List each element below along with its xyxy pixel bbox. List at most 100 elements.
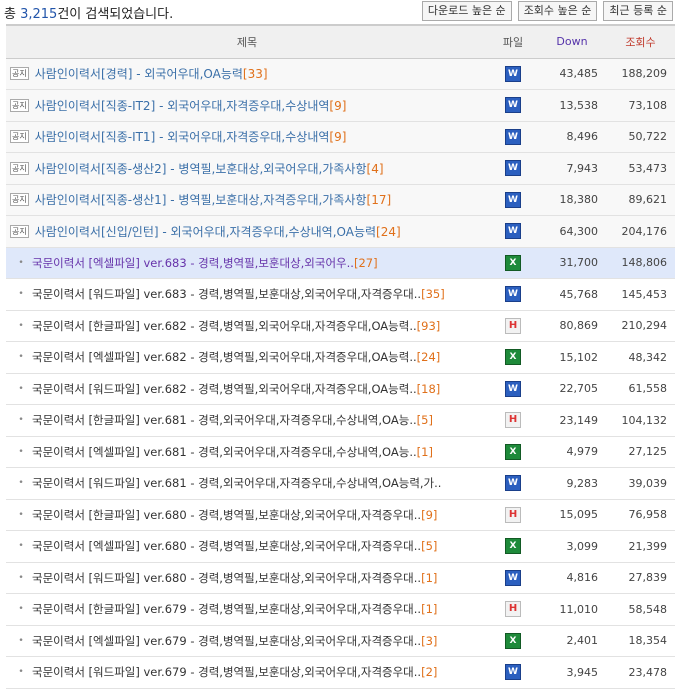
row-title[interactable]: 국문이력서 [워드파일] ver.683 - 경력,병역필,보훈대상,외국어우대… [32, 287, 422, 302]
column-down[interactable]: Down [538, 24, 606, 59]
comment-count: [27] [353, 255, 378, 270]
row-title[interactable]: 국문이력서 [엑셀파일] ver.679 - 경력,병역필,보훈대상,외국어우대… [32, 633, 422, 648]
word-file-icon[interactable]: W [505, 128, 521, 145]
table-row[interactable]: • 국문이력서 [워드파일] ver.679 - 경력,병역필,보훈대상,외국어우… [6, 657, 675, 688]
word-file-icon[interactable]: W [505, 664, 521, 681]
row-title-link[interactable]: 국문이력서 [엑셀파일] ver.682 - 경력,병역필,외국어우대,자격증우… [32, 350, 440, 364]
row-title[interactable]: 국문이력서 [엑셀파일] ver.682 - 경력,병역필,외국어우대,자격증우… [32, 350, 417, 365]
table-row[interactable]: • 국문이력서 [워드파일] ver.683 - 경력,병역필,보훈대상,외국어우… [6, 279, 675, 310]
row-title-link[interactable]: 국문이력서 [한글파일] ver.682 - 경력,병역필,외국어우대,자격증우… [32, 319, 440, 333]
table-row[interactable]: 공지 사람인이력서[직종-IT1] - 외국어우대,자격증우대,수상내역[9] W 8… [6, 121, 675, 153]
table-row[interactable]: • 국문이력서 [한글파일] ver.680 - 경력,병역필,보훈대상,외국어우… [6, 499, 675, 531]
row-title-link[interactable]: 국문이력서 [엑셀파일] ver.681 - 경력,외국어우대,자격증우대,수상… [32, 445, 433, 459]
comment-count: [4] [366, 161, 384, 176]
row-title[interactable]: 사람인이력서[경력] - 외국어우대,OA능력 [34, 67, 243, 82]
row-title[interactable]: 국문이력서 [한글파일] ver.679 - 경력,병역필,보훈대상,외국어우대… [32, 602, 422, 617]
row-title-link[interactable]: 국문이력서 [엑셀파일] ver.679 - 경력,병역필,보훈대상,외국어우대… [32, 634, 437, 648]
table-row[interactable]: • 국문이력서 [엑셀파일] ver.682 - 경력,병역필,외국어우대,자격증… [6, 342, 675, 373]
row-title[interactable]: 사람인이력서[직종-IT2] - 외국어우대,자격증우대,수상내역 [34, 98, 330, 113]
table-row[interactable]: • 국문이력서 [워드파일] ver.680 - 경력,병역필,보훈대상,외국어우… [6, 562, 675, 594]
hwp-file-icon[interactable]: H [505, 317, 521, 334]
excel-file-icon[interactable]: X [505, 538, 521, 555]
download-count: 23,149 [559, 413, 599, 427]
row-title[interactable]: 국문이력서 [한글파일] ver.681 - 경력,외국어우대,자격증우대,수상… [32, 413, 417, 428]
comment-count: [1] [416, 444, 433, 459]
row-title[interactable]: 사람인이력서[직종-IT1] - 외국어우대,자격증우대,수상내역 [34, 130, 330, 145]
row-title-link[interactable]: 국문이력서 [워드파일] ver.683 - 경력,병역필,보훈대상,외국어우대… [32, 287, 445, 301]
column-views[interactable]: 조회수 [606, 24, 675, 59]
row-title-link[interactable]: 사람인이력서[직종-생산2] - 병역필,보훈대상,외국어우대,가족사항[4] [35, 162, 384, 176]
table-row[interactable]: • 국문이력서 [엑셀파일] ver.683 - 경력,병역필,보훈대상,외국어우… [6, 247, 675, 279]
word-file-icon[interactable]: W [505, 569, 521, 586]
view-count: 204,176 [621, 224, 668, 238]
row-title-link[interactable]: 사람인이력서[신입/인턴] - 외국어우대,자격증우대,수상내역,OA능력[24… [35, 225, 401, 239]
row-title[interactable]: 사람인이력서[직종-생산2] - 병역필,보훈대상,외국어우대,가족사항 [34, 161, 367, 176]
row-title-link[interactable]: 국문이력서 [한글파일] ver.681 - 경력,외국어우대,자격증우대,수상… [32, 413, 433, 427]
row-title-link[interactable]: 국문이력서 [워드파일] ver.680 - 경력,병역필,보훈대상,외국어우대… [32, 571, 437, 585]
row-title[interactable]: 국문이력서 [워드파일] ver.680 - 경력,병역필,보훈대상,외국어우대… [32, 570, 422, 585]
table-row[interactable]: 공지 사람인이력서[직종-IT2] - 외국어우대,자격증우대,수상내역[9] W 1… [6, 89, 675, 121]
table-row[interactable]: • 국문이력서 [워드파일] ver.681 - 경력,외국어우대,자격증우대,수… [6, 468, 675, 499]
notice-badge: 공지 [10, 98, 29, 112]
table-row[interactable]: • 국문이력서 [엑셀파일] ver.680 - 경력,병역필,보훈대상,외국어우… [6, 531, 675, 562]
excel-file-icon[interactable]: X [505, 443, 521, 460]
table-row[interactable]: • 국문이력서 [한글파일] ver.679 - 경력,병역필,보훈대상,외국어우… [6, 594, 675, 625]
row-title[interactable]: 국문이력서 [엑셀파일] ver.681 - 경력,외국어우대,자격증우대,수상… [32, 444, 417, 459]
table-row[interactable]: 공지 사람인이력서[직종-생산2] - 병역필,보훈대상,외국어우대,가족사항[4… [6, 152, 675, 184]
sort-by-views-button[interactable]: 조회수 높은 순 [517, 1, 598, 21]
row-title-link[interactable]: 국문이력서 [엑셀파일] ver.683 - 경력,병역필,보훈대상,외국어우.… [32, 256, 378, 270]
hwp-file-icon[interactable]: H [505, 412, 521, 429]
table-row[interactable]: • 국문이력서 [엑셀파일] ver.679 - 경력,병역필,보훈대상,외국어우… [6, 625, 675, 657]
word-file-icon[interactable]: W [505, 191, 521, 208]
table-row[interactable]: • 국문이력서 [엑셀파일] ver.681 - 경력,외국어우대,자격증우대,수… [6, 436, 675, 468]
excel-file-icon[interactable]: X [505, 254, 521, 271]
excel-file-icon[interactable]: X [505, 349, 521, 366]
row-title[interactable]: 국문이력서 [한글파일] ver.682 - 경력,병역필,외국어우대,자격증우… [32, 318, 417, 333]
row-title-link[interactable]: 국문이력서 [워드파일] ver.681 - 경력,외국어우대,자격증우대,수상… [32, 476, 441, 490]
table-row[interactable]: • 국문이력서 [워드파일] ver.682 - 경력,병역필,외국어우대,자격증… [6, 373, 675, 405]
word-file-icon[interactable]: W [505, 475, 521, 492]
table-row[interactable]: • 국문이력서 [한글파일] ver.682 - 경력,병역필,외국어우대,자격증… [6, 310, 675, 342]
hwp-file-icon[interactable]: H [505, 601, 521, 618]
row-title-link[interactable]: 국문이력서 [워드파일] ver.679 - 경력,병역필,보훈대상,외국어우대… [32, 665, 437, 679]
view-count: 58,548 [628, 602, 668, 616]
word-file-icon[interactable]: W [505, 286, 521, 303]
row-title-link[interactable]: 사람인이력서[경력] - 외국어우대,OA능력[33] [35, 67, 268, 81]
table-row[interactable]: 공지 사람인이력서[직종-생산1] - 병역필,보훈대상,자격증우대,가족사항[1… [6, 184, 675, 216]
sort-by-downloads-button[interactable]: 다운로드 높은 순 [421, 1, 512, 21]
table-row[interactable]: 공지 사람인이력서[신입/인턴] - 외국어우대,자격증우대,수상내역,OA능력[… [6, 215, 675, 247]
row-title-link[interactable]: 사람인이력서[직종-IT2] - 외국어우대,자격증우대,수상내역[9] [35, 99, 347, 113]
word-file-icon[interactable]: W [505, 380, 521, 397]
row-title-link[interactable]: 사람인이력서[직종-IT1] - 외국어우대,자격증우대,수상내역[9] [35, 130, 347, 144]
hwp-file-icon[interactable]: H [505, 506, 521, 523]
download-count: 64,300 [559, 224, 599, 238]
row-title[interactable]: 사람인이력서[직종-생산1] - 병역필,보훈대상,자격증우대,가족사항 [34, 193, 367, 208]
download-count: 3,945 [566, 665, 599, 679]
download-count: 43,485 [559, 67, 599, 81]
sort-by-recent-button[interactable]: 최근 등록 순 [603, 1, 673, 21]
row-title[interactable]: 국문이력서 [워드파일] ver.679 - 경력,병역필,보훈대상,외국어우대… [32, 665, 422, 680]
row-title[interactable]: 국문이력서 [한글파일] ver.680 - 경력,병역필,보훈대상,외국어우대… [32, 507, 422, 522]
view-count: 89,621 [628, 193, 668, 207]
row-title[interactable]: 사람인이력서[신입/인턴] - 외국어우대,자격증우대,수상내역,OA능력 [34, 224, 377, 239]
row-title[interactable]: 국문이력서 [엑셀파일] ver.680 - 경력,병역필,보훈대상,외국어우대… [32, 539, 422, 554]
row-title[interactable]: 국문이력서 [워드파일] ver.681 - 경력,외국어우대,자격증우대,수상… [32, 476, 442, 491]
word-file-icon[interactable]: W [505, 65, 521, 82]
table-row[interactable]: • 국문이력서 [한글파일] ver.681 - 경력,외국어우대,자격증우대,수… [6, 405, 675, 436]
word-file-icon[interactable]: W [505, 160, 521, 177]
row-title-link[interactable]: 국문이력서 [엑셀파일] ver.680 - 경력,병역필,보훈대상,외국어우대… [32, 539, 437, 553]
row-title-link[interactable]: 국문이력서 [한글파일] ver.680 - 경력,병역필,보훈대상,외국어우대… [32, 508, 437, 522]
word-file-icon[interactable]: W [505, 223, 521, 240]
row-title-link[interactable]: 국문이력서 [한글파일] ver.679 - 경력,병역필,보훈대상,외국어우대… [32, 602, 437, 616]
notice-badge: 공지 [10, 161, 29, 175]
row-title-link[interactable]: 사람인이력서[직종-생산1] - 병역필,보훈대상,자격증우대,가족사항[17] [35, 193, 391, 207]
row-title[interactable]: 국문이력서 [엑셀파일] ver.683 - 경력,병역필,보훈대상,외국어우.… [32, 255, 354, 270]
download-count: 80,869 [559, 319, 599, 333]
result-count: 총 3,215건이 검색되었습니다. [4, 3, 173, 22]
comment-count: [17] [366, 193, 392, 208]
row-title[interactable]: 국문이력서 [워드파일] ver.682 - 경력,병역필,외국어우대,자격증우… [32, 381, 417, 396]
word-file-icon[interactable]: W [505, 97, 521, 114]
row-title-link[interactable]: 국문이력서 [워드파일] ver.682 - 경력,병역필,외국어우대,자격증우… [32, 382, 440, 396]
excel-file-icon[interactable]: X [505, 632, 521, 649]
table-row[interactable]: 공지 사람인이력서[경력] - 외국어우대,OA능력[33] W 43,485 188,… [6, 58, 675, 90]
